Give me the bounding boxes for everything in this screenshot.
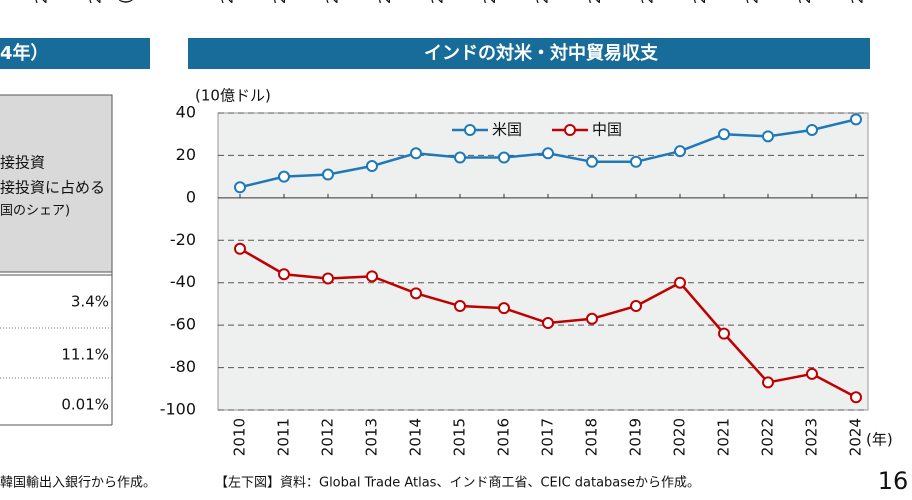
point <box>630 300 642 313</box>
x-tick-label: 2017 <box>539 418 557 456</box>
x-tick-label: 2022 <box>759 418 777 456</box>
x-tick-label: 2016 <box>495 418 513 456</box>
top-fragment: 20 <box>33 0 51 4</box>
y-tick-label: 0 <box>186 187 196 206</box>
top-fragment: 20 <box>744 0 762 4</box>
top-fragment: 20 <box>87 0 105 4</box>
left-banner-text: 4年） <box>0 42 49 64</box>
point <box>850 113 862 126</box>
point <box>322 272 334 285</box>
point <box>542 147 554 160</box>
y-tick-label: -80 <box>170 357 196 376</box>
point <box>542 317 554 330</box>
point <box>278 268 290 281</box>
point <box>454 151 466 164</box>
point <box>410 287 422 300</box>
point <box>366 270 378 283</box>
legend-label: 中国 <box>592 121 622 139</box>
x-tick-label: 2019 <box>627 418 645 456</box>
y-tick-label: -40 <box>170 272 196 291</box>
point <box>410 147 422 160</box>
point <box>586 155 598 168</box>
left-banner <box>0 38 150 69</box>
page-number: 16 <box>878 467 909 495</box>
source-note: 【左下図】資料：Global Trade Atlas、インド商工省、CEIC d… <box>215 476 700 491</box>
point <box>850 391 862 404</box>
x-tick-label: 2015 <box>451 418 469 456</box>
table-cell: 3.4% <box>71 293 109 311</box>
legend-marker <box>564 124 576 136</box>
point <box>762 130 774 143</box>
top-fragment: 20 <box>219 0 237 4</box>
top-fragment: 20 <box>271 0 289 4</box>
top-fragment: 20 <box>534 0 552 4</box>
x-tick-label: 2013 <box>363 418 381 456</box>
top-fragment: 20(年) <box>849 0 867 4</box>
point <box>674 145 686 158</box>
table-cell: 0.01% <box>61 396 109 414</box>
x-unit: (年) <box>866 431 893 449</box>
x-tick-label: 2024 <box>847 418 865 456</box>
point <box>322 168 334 181</box>
top-fragment: 20 <box>796 0 814 4</box>
table-header-cell <box>0 94 113 273</box>
point <box>806 123 818 136</box>
table-header: 接投資に占める <box>0 179 105 197</box>
point <box>454 300 466 313</box>
y-unit: (10億ドル) <box>195 87 271 105</box>
point <box>806 367 818 380</box>
top-fragment: (年) <box>117 0 135 4</box>
point <box>498 151 510 164</box>
x-tick-label: 2010 <box>231 418 249 456</box>
table-header: 国のシェア) <box>0 204 70 219</box>
top-fragment: 20 <box>429 0 447 4</box>
legend-label: 米国 <box>492 121 522 139</box>
point <box>498 302 510 315</box>
top-fragment: 20 <box>324 0 342 4</box>
x-tick-label: 2012 <box>319 418 337 456</box>
point <box>234 242 246 255</box>
chart-banner <box>188 38 870 69</box>
y-tick-label: -100 <box>160 400 196 419</box>
top-fragment: 20 <box>639 0 657 4</box>
x-tick-label: 2023 <box>803 418 821 456</box>
top-fragment: 20 <box>376 0 394 4</box>
y-tick-label: -20 <box>170 230 196 249</box>
point <box>586 312 598 325</box>
left-note: 韓国輸出入銀行から作成。 <box>0 476 156 491</box>
x-tick-label: 2014 <box>407 418 425 456</box>
x-tick-label: 2020 <box>671 418 689 456</box>
legend-marker <box>464 124 476 136</box>
point <box>674 276 686 289</box>
point <box>718 128 730 141</box>
point <box>762 376 774 389</box>
point <box>718 327 730 340</box>
y-tick-label: 20 <box>176 145 196 164</box>
point <box>366 160 378 173</box>
top-fragment: 20 <box>481 0 499 4</box>
top-fragment: 20 <box>691 0 709 4</box>
y-tick-label: 40 <box>176 103 196 122</box>
y-tick-label: -60 <box>170 315 196 334</box>
table-cell: 11.1% <box>61 346 109 364</box>
top-fragment: 20 <box>586 0 604 4</box>
x-tick-label: 2021 <box>715 418 733 456</box>
point <box>234 181 246 194</box>
x-tick-label: 2011 <box>275 418 293 456</box>
x-tick-label: 2018 <box>583 418 601 456</box>
point <box>630 155 642 168</box>
chart-title: インドの対米・対中貿易収支 <box>424 42 659 64</box>
plot-area <box>217 112 869 411</box>
table-header: 接投資 <box>0 154 45 172</box>
point <box>278 170 290 183</box>
